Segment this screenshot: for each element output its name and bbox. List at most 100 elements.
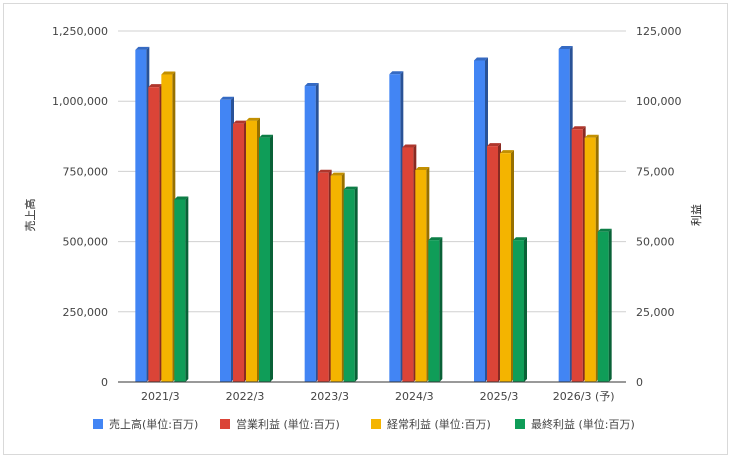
legend-label: 営業利益 (単位:百万) bbox=[236, 417, 340, 431]
bar bbox=[233, 120, 247, 382]
bar-front bbox=[330, 175, 342, 382]
bar-top bbox=[513, 237, 527, 241]
bar-top bbox=[402, 144, 417, 148]
y-tick-label-right: 75,000 bbox=[636, 165, 675, 178]
bar-top bbox=[148, 84, 163, 88]
y-tick-label-left: 0 bbox=[101, 376, 108, 389]
bar-top bbox=[474, 57, 488, 61]
bar-front bbox=[584, 137, 596, 382]
bar-top bbox=[487, 143, 501, 147]
bar-top bbox=[233, 120, 247, 124]
bar-top bbox=[259, 134, 273, 138]
bar bbox=[558, 45, 573, 383]
x-tick-label: 2024/3 bbox=[395, 390, 434, 403]
x-tick-label: 2026/3 (予) bbox=[553, 390, 615, 403]
bar-front bbox=[233, 123, 244, 382]
bar-front bbox=[402, 147, 414, 382]
y-axis-title-left: 売上高 bbox=[23, 199, 37, 232]
bar bbox=[304, 83, 319, 382]
x-tick-label: 2025/3 bbox=[480, 390, 519, 403]
bar bbox=[487, 143, 501, 382]
bar bbox=[161, 71, 176, 383]
legend-label: 経常利益 (単位:百万) bbox=[387, 417, 491, 431]
bar-front bbox=[174, 199, 186, 382]
x-tick-label: 2022/3 bbox=[226, 390, 265, 403]
bar-front bbox=[304, 86, 316, 382]
bar-series bbox=[135, 45, 612, 383]
bar-side bbox=[354, 186, 358, 382]
bar-front bbox=[428, 240, 440, 382]
x-axis-ticks: 2021/3 2022/3 2023/3 2024/3 2025/3 2026/3 (予) bbox=[141, 390, 615, 403]
bar bbox=[584, 134, 599, 382]
bar-front bbox=[597, 231, 609, 382]
bar bbox=[474, 57, 488, 382]
bar bbox=[389, 71, 404, 383]
bar-front bbox=[487, 146, 498, 382]
bar bbox=[402, 144, 417, 382]
bar bbox=[513, 237, 527, 382]
bar-side bbox=[524, 237, 527, 382]
bar bbox=[259, 134, 273, 382]
bar-top bbox=[571, 126, 586, 130]
bar-front bbox=[148, 87, 160, 382]
legend-label: 最終利益 (単位:百万) bbox=[531, 417, 635, 431]
right-axis-ticks: 0 25,000 50,000 75,000 100,000 125,000 bbox=[636, 25, 682, 389]
bar-front bbox=[220, 99, 231, 383]
legend-swatch bbox=[220, 419, 230, 429]
bar-front bbox=[571, 129, 583, 382]
bar-front bbox=[415, 169, 427, 382]
bar-front bbox=[246, 120, 257, 382]
bar bbox=[428, 237, 443, 382]
bar-top bbox=[428, 237, 443, 241]
y-tick-label-left: 1,000,000 bbox=[52, 95, 108, 108]
bar-side bbox=[270, 134, 273, 382]
legend-swatch bbox=[371, 419, 381, 429]
bar bbox=[343, 186, 358, 382]
bar-top bbox=[317, 169, 332, 173]
bar-front bbox=[135, 49, 147, 382]
bar bbox=[174, 196, 189, 382]
y-axis-title-right: 利益 bbox=[689, 204, 703, 226]
x-tick-label: 2023/3 bbox=[310, 390, 349, 403]
y-tick-label-left: 750,000 bbox=[63, 165, 109, 178]
bar-top bbox=[135, 46, 150, 50]
bar-front bbox=[474, 60, 485, 382]
bar-front bbox=[259, 137, 270, 382]
bar-top bbox=[161, 71, 176, 75]
y-tick-label-right: 0 bbox=[636, 376, 643, 389]
bar-top bbox=[343, 186, 358, 190]
legend-item: 売上高(単位:百万) bbox=[93, 417, 198, 431]
bar bbox=[500, 150, 514, 382]
legend-item: 営業利益 (単位:百万) bbox=[220, 417, 340, 431]
legend-item: 経常利益 (単位:百万) bbox=[371, 417, 491, 431]
bar-top bbox=[584, 134, 599, 138]
bar bbox=[148, 84, 163, 382]
y-tick-label-right: 50,000 bbox=[636, 236, 675, 249]
bar-side bbox=[439, 237, 443, 382]
bar-front bbox=[500, 153, 511, 382]
bar-front bbox=[343, 189, 355, 382]
bar-side bbox=[185, 196, 189, 382]
legend-item: 最終利益 (単位:百万) bbox=[515, 417, 635, 431]
bar-top bbox=[246, 117, 260, 121]
bar bbox=[330, 172, 345, 382]
bar-front bbox=[558, 48, 570, 383]
bar bbox=[220, 96, 234, 383]
bar-side bbox=[608, 228, 612, 382]
bar-front bbox=[161, 74, 173, 383]
bar bbox=[571, 126, 586, 382]
y-tick-label-left: 1,250,000 bbox=[52, 25, 108, 38]
bar-top bbox=[389, 71, 404, 75]
bar-top bbox=[597, 228, 612, 232]
bar-top bbox=[330, 172, 345, 176]
bar bbox=[597, 228, 612, 382]
y-tick-label-left: 500,000 bbox=[63, 236, 109, 249]
y-tick-label-right: 100,000 bbox=[636, 95, 682, 108]
bar-top bbox=[220, 96, 234, 100]
legend-swatch bbox=[515, 419, 525, 429]
bar-front bbox=[389, 74, 401, 383]
bar-top bbox=[304, 83, 319, 87]
bar bbox=[317, 169, 332, 382]
legend-label: 売上高(単位:百万) bbox=[109, 417, 198, 431]
